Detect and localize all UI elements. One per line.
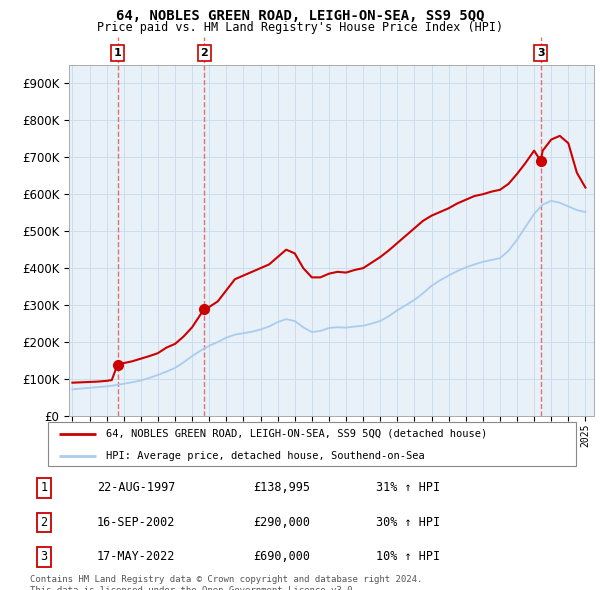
Text: 3: 3 bbox=[40, 550, 47, 563]
Text: 1: 1 bbox=[113, 48, 121, 58]
Text: 17-MAY-2022: 17-MAY-2022 bbox=[97, 550, 175, 563]
Text: £138,995: £138,995 bbox=[253, 481, 310, 494]
Text: 64, NOBLES GREEN ROAD, LEIGH-ON-SEA, SS9 5QQ: 64, NOBLES GREEN ROAD, LEIGH-ON-SEA, SS9… bbox=[116, 9, 484, 23]
Text: HPI: Average price, detached house, Southend-on-Sea: HPI: Average price, detached house, Sout… bbox=[106, 451, 425, 461]
Text: 64, NOBLES GREEN ROAD, LEIGH-ON-SEA, SS9 5QQ (detached house): 64, NOBLES GREEN ROAD, LEIGH-ON-SEA, SS9… bbox=[106, 429, 487, 439]
Text: 2: 2 bbox=[40, 516, 47, 529]
Text: £290,000: £290,000 bbox=[253, 516, 310, 529]
Text: 3: 3 bbox=[537, 48, 544, 58]
Text: Price paid vs. HM Land Registry's House Price Index (HPI): Price paid vs. HM Land Registry's House … bbox=[97, 21, 503, 34]
Text: 16-SEP-2002: 16-SEP-2002 bbox=[97, 516, 175, 529]
Text: This data is licensed under the Open Government Licence v3.0.: This data is licensed under the Open Gov… bbox=[30, 586, 358, 590]
Text: 22-AUG-1997: 22-AUG-1997 bbox=[97, 481, 175, 494]
Text: £690,000: £690,000 bbox=[253, 550, 310, 563]
Text: 30% ↑ HPI: 30% ↑ HPI bbox=[376, 516, 440, 529]
Text: Contains HM Land Registry data © Crown copyright and database right 2024.: Contains HM Land Registry data © Crown c… bbox=[30, 575, 422, 584]
Text: 2: 2 bbox=[200, 48, 208, 58]
Text: 1: 1 bbox=[40, 481, 47, 494]
FancyBboxPatch shape bbox=[48, 422, 576, 466]
Text: 31% ↑ HPI: 31% ↑ HPI bbox=[376, 481, 440, 494]
Text: 10% ↑ HPI: 10% ↑ HPI bbox=[376, 550, 440, 563]
